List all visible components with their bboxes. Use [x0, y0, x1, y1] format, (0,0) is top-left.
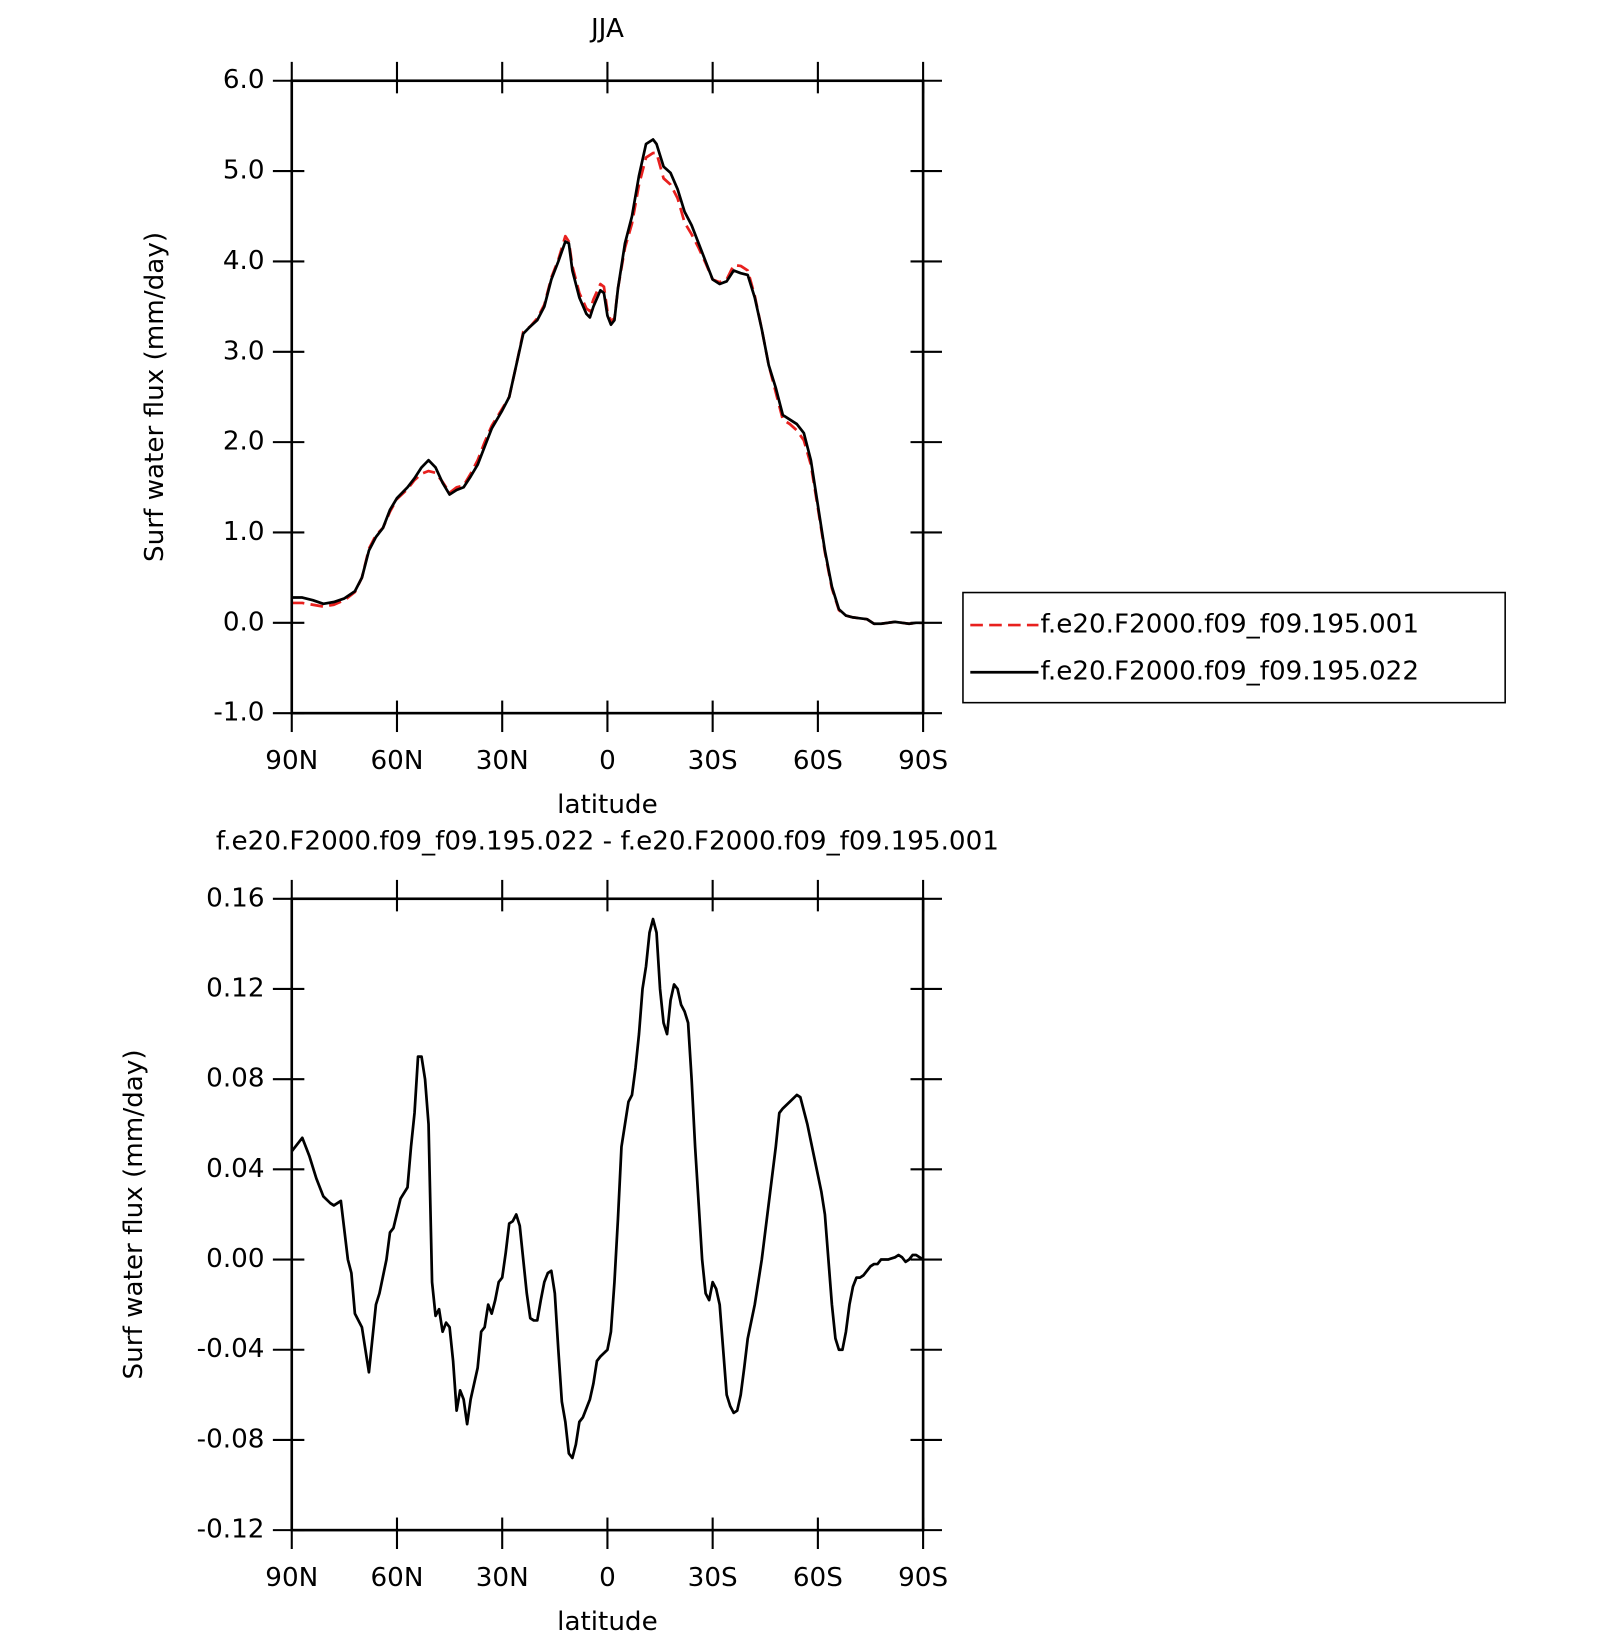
- x-tick-label: 0: [599, 1563, 616, 1593]
- plot-frame: [290, 897, 925, 1532]
- y-tick-label: 3.0: [223, 336, 265, 366]
- x-tick-label: 30S: [688, 746, 738, 776]
- x-tick-label: 30N: [476, 1563, 529, 1593]
- y-tick-label: 0.16: [206, 883, 264, 913]
- y-tick-label: 0.0: [223, 607, 265, 637]
- y-tick-label: 0.04: [206, 1154, 264, 1184]
- x-axis-label: latitude: [557, 1607, 658, 1635]
- y-axis-label: Surf water flux (mm/day): [140, 232, 170, 562]
- data-line: [290, 917, 924, 1460]
- x-tick-label: 90S: [898, 746, 948, 776]
- x-axis-label: latitude: [557, 790, 658, 820]
- x-tick-label: 60N: [371, 1563, 424, 1593]
- x-tick-label: 60S: [793, 1563, 843, 1593]
- plot-frame: [290, 79, 925, 715]
- y-tick-label: 1.0: [223, 517, 265, 547]
- y-tick-label: -0.08: [197, 1424, 265, 1454]
- y-tick-label: 0.00: [206, 1244, 264, 1274]
- x-tick-label: 90N: [265, 1563, 318, 1593]
- y-tick-label: 0.08: [206, 1064, 264, 1094]
- x-tick-label: 90S: [898, 1563, 948, 1593]
- y-tick-label: 5.0: [223, 156, 265, 186]
- x-tick-label: 60N: [371, 746, 424, 776]
- chart-title: JJA: [589, 14, 624, 44]
- data-line: [291, 151, 924, 626]
- legend-label: f.e20.F2000.f09_f09.195.022: [1041, 657, 1419, 687]
- y-axis-label: Surf water flux (mm/day): [119, 1049, 149, 1379]
- x-tick-label: 0: [599, 746, 616, 776]
- y-tick-label: 2.0: [223, 427, 265, 457]
- x-tick-label: 60S: [793, 746, 843, 776]
- y-tick-label: -0.04: [197, 1334, 265, 1364]
- legend-label: f.e20.F2000.f09_f09.195.001: [1041, 610, 1419, 640]
- y-tick-label: 0.12: [206, 973, 264, 1003]
- data-line: [291, 138, 924, 626]
- y-tick-label: -0.12: [197, 1515, 265, 1545]
- y-tick-label: 6.0: [223, 65, 265, 95]
- x-tick-label: 30N: [476, 746, 529, 776]
- chart-title: f.e20.F2000.f09_f09.195.022 - f.e20.F200…: [216, 827, 999, 857]
- y-tick-label: 4.0: [223, 246, 265, 276]
- y-tick-label: -1.0: [213, 698, 264, 728]
- x-tick-label: 30S: [688, 1563, 738, 1593]
- legend-box: [962, 591, 1506, 704]
- x-tick-label: 90N: [265, 746, 318, 776]
